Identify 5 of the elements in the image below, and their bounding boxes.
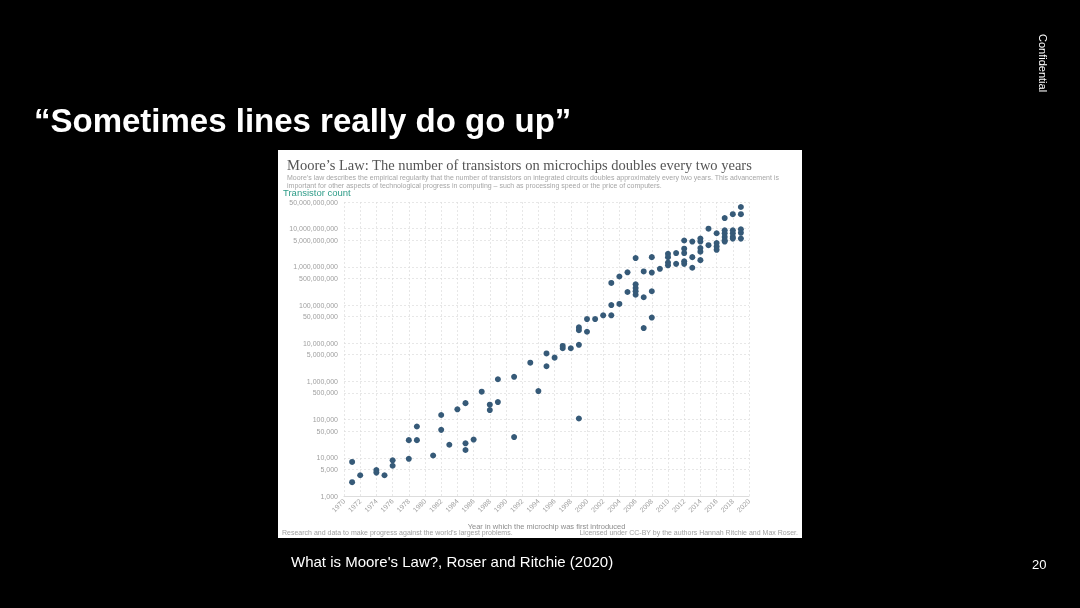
text: Confidential xyxy=(1037,34,1050,93)
text: 20 xyxy=(1032,557,1047,573)
chart-title: Moore’s Law: The number of transistors on microchips doubles every two years xyxy=(287,156,753,173)
text: What is Moore's Law?, Roser and Ritchie (2020) xyxy=(291,553,614,571)
text: “Sometimes lines really do go up” xyxy=(34,102,572,140)
